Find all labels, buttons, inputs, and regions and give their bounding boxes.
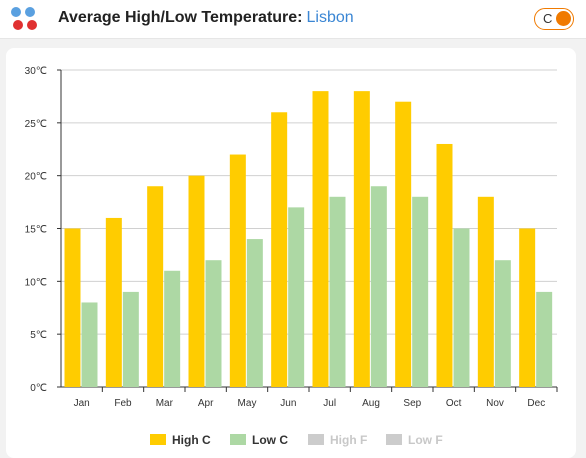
chart-legend: High C Low C High F Low F (0, 433, 586, 449)
x-tick-label: Mar (156, 398, 174, 409)
legend-label: Low C (252, 433, 288, 447)
bar-high-c (395, 101, 412, 387)
x-tick-label: Apr (198, 398, 214, 409)
legend-swatch-low-c (230, 434, 246, 445)
header-bar: Average High/Low Temperature: Lisbon C (0, 0, 586, 39)
page-title: Average High/Low Temperature: Lisbon (58, 9, 354, 27)
legend-item-high-f[interactable]: High F (308, 433, 367, 449)
bar-high-c (312, 91, 329, 387)
x-tick-label: Oct (446, 398, 462, 409)
bar-low-c (370, 186, 387, 387)
bar-high-c (188, 175, 205, 387)
legend-item-high-c[interactable]: High C (150, 433, 211, 449)
bar-low-c (288, 207, 305, 387)
x-tick-label: Jul (323, 398, 336, 409)
city-link[interactable]: Lisbon (306, 9, 354, 26)
bar-low-c (246, 239, 263, 387)
y-tick-label: 15℃ (25, 225, 47, 236)
bar-high-c (64, 228, 81, 387)
legend-label: Low F (408, 433, 443, 447)
bar-low-c (205, 260, 222, 387)
x-tick-label: Feb (114, 398, 132, 409)
bar-high-c (436, 143, 453, 387)
unit-toggle-label: C (543, 11, 553, 26)
weather-logo-icon (11, 7, 37, 30)
bar-high-c (477, 196, 494, 387)
bar-low-c (412, 196, 429, 387)
bar-high-c (229, 154, 246, 387)
legend-swatch-low-f (386, 434, 402, 445)
x-tick-label: Dec (527, 398, 545, 409)
x-tick-label: Aug (362, 398, 380, 409)
bar-high-c (105, 217, 122, 387)
legend-item-low-c[interactable]: Low C (230, 433, 288, 449)
y-tick-label: 25℃ (25, 119, 47, 130)
title-text: Average High/Low Temperature: (58, 9, 303, 26)
bar-low-c (536, 291, 553, 387)
legend-swatch-high-f (308, 434, 324, 445)
bar-high-c (271, 112, 288, 388)
y-tick-label: 10℃ (25, 277, 47, 288)
y-tick-label: 5℃ (30, 330, 47, 341)
bar-low-c (122, 291, 139, 387)
bar-low-c (453, 228, 470, 387)
legend-item-low-f[interactable]: Low F (386, 433, 443, 449)
bar-low-c (494, 260, 511, 387)
x-tick-label: Jun (280, 398, 296, 409)
unit-toggle[interactable]: C (534, 8, 574, 30)
legend-label: High C (172, 433, 211, 447)
toggle-knob (556, 11, 571, 26)
bar-high-c (147, 186, 164, 387)
legend-swatch-high-c (150, 434, 166, 445)
legend-label: High F (330, 433, 368, 447)
x-tick-label: Nov (486, 398, 504, 409)
x-tick-label: May (238, 398, 257, 409)
y-tick-label: 30℃ (25, 66, 47, 77)
bar-low-c (164, 270, 181, 387)
y-tick-label: 20℃ (25, 172, 47, 183)
x-tick-label: Sep (403, 398, 421, 409)
bar-high-c (353, 91, 370, 387)
bar-low-c (329, 196, 346, 387)
x-tick-label: Jan (74, 398, 90, 409)
bar-high-c (519, 228, 536, 387)
bar-low-c (81, 302, 98, 387)
y-tick-label: 0℃ (30, 383, 47, 394)
